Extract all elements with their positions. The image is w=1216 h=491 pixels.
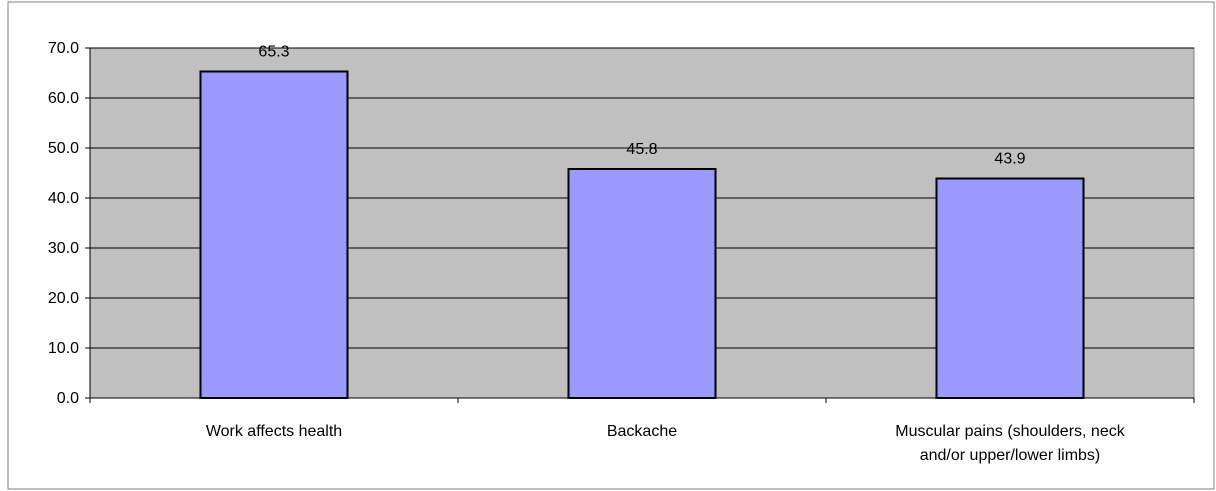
y-tick-label: 10.0 — [48, 340, 79, 357]
category-label: Muscular pains (shoulders, neck — [895, 423, 1125, 440]
data-label: 45.8 — [626, 141, 657, 158]
category-label: and/or upper/lower limbs) — [920, 447, 1101, 464]
y-tick-label: 50.0 — [48, 140, 79, 157]
category-label: Work affects health — [206, 423, 342, 440]
bar — [935, 177, 1085, 399]
bars — [199, 70, 1085, 399]
data-label: 65.3 — [258, 44, 289, 61]
bar — [567, 168, 717, 399]
y-tick-label: 30.0 — [48, 240, 79, 257]
axes — [85, 47, 1195, 403]
bar — [199, 70, 349, 399]
y-tick-label: 20.0 — [48, 290, 79, 307]
y-tick-label: 60.0 — [48, 90, 79, 107]
data-label: 43.9 — [994, 151, 1025, 168]
data-labels: 65.3 45.8 43.9 — [258, 44, 1025, 168]
y-tick-label: 0.0 — [57, 390, 79, 407]
y-tick-label: 70.0 — [48, 40, 79, 57]
y-tick-label: 40.0 — [48, 190, 79, 207]
category-label: Backache — [607, 423, 677, 440]
category-labels: Work affects health Backache Muscular pain… — [206, 423, 1126, 464]
y-tick-labels: 0.0 10.0 20.0 30.0 40.0 50.0 60.0 70.0 — [48, 40, 79, 407]
